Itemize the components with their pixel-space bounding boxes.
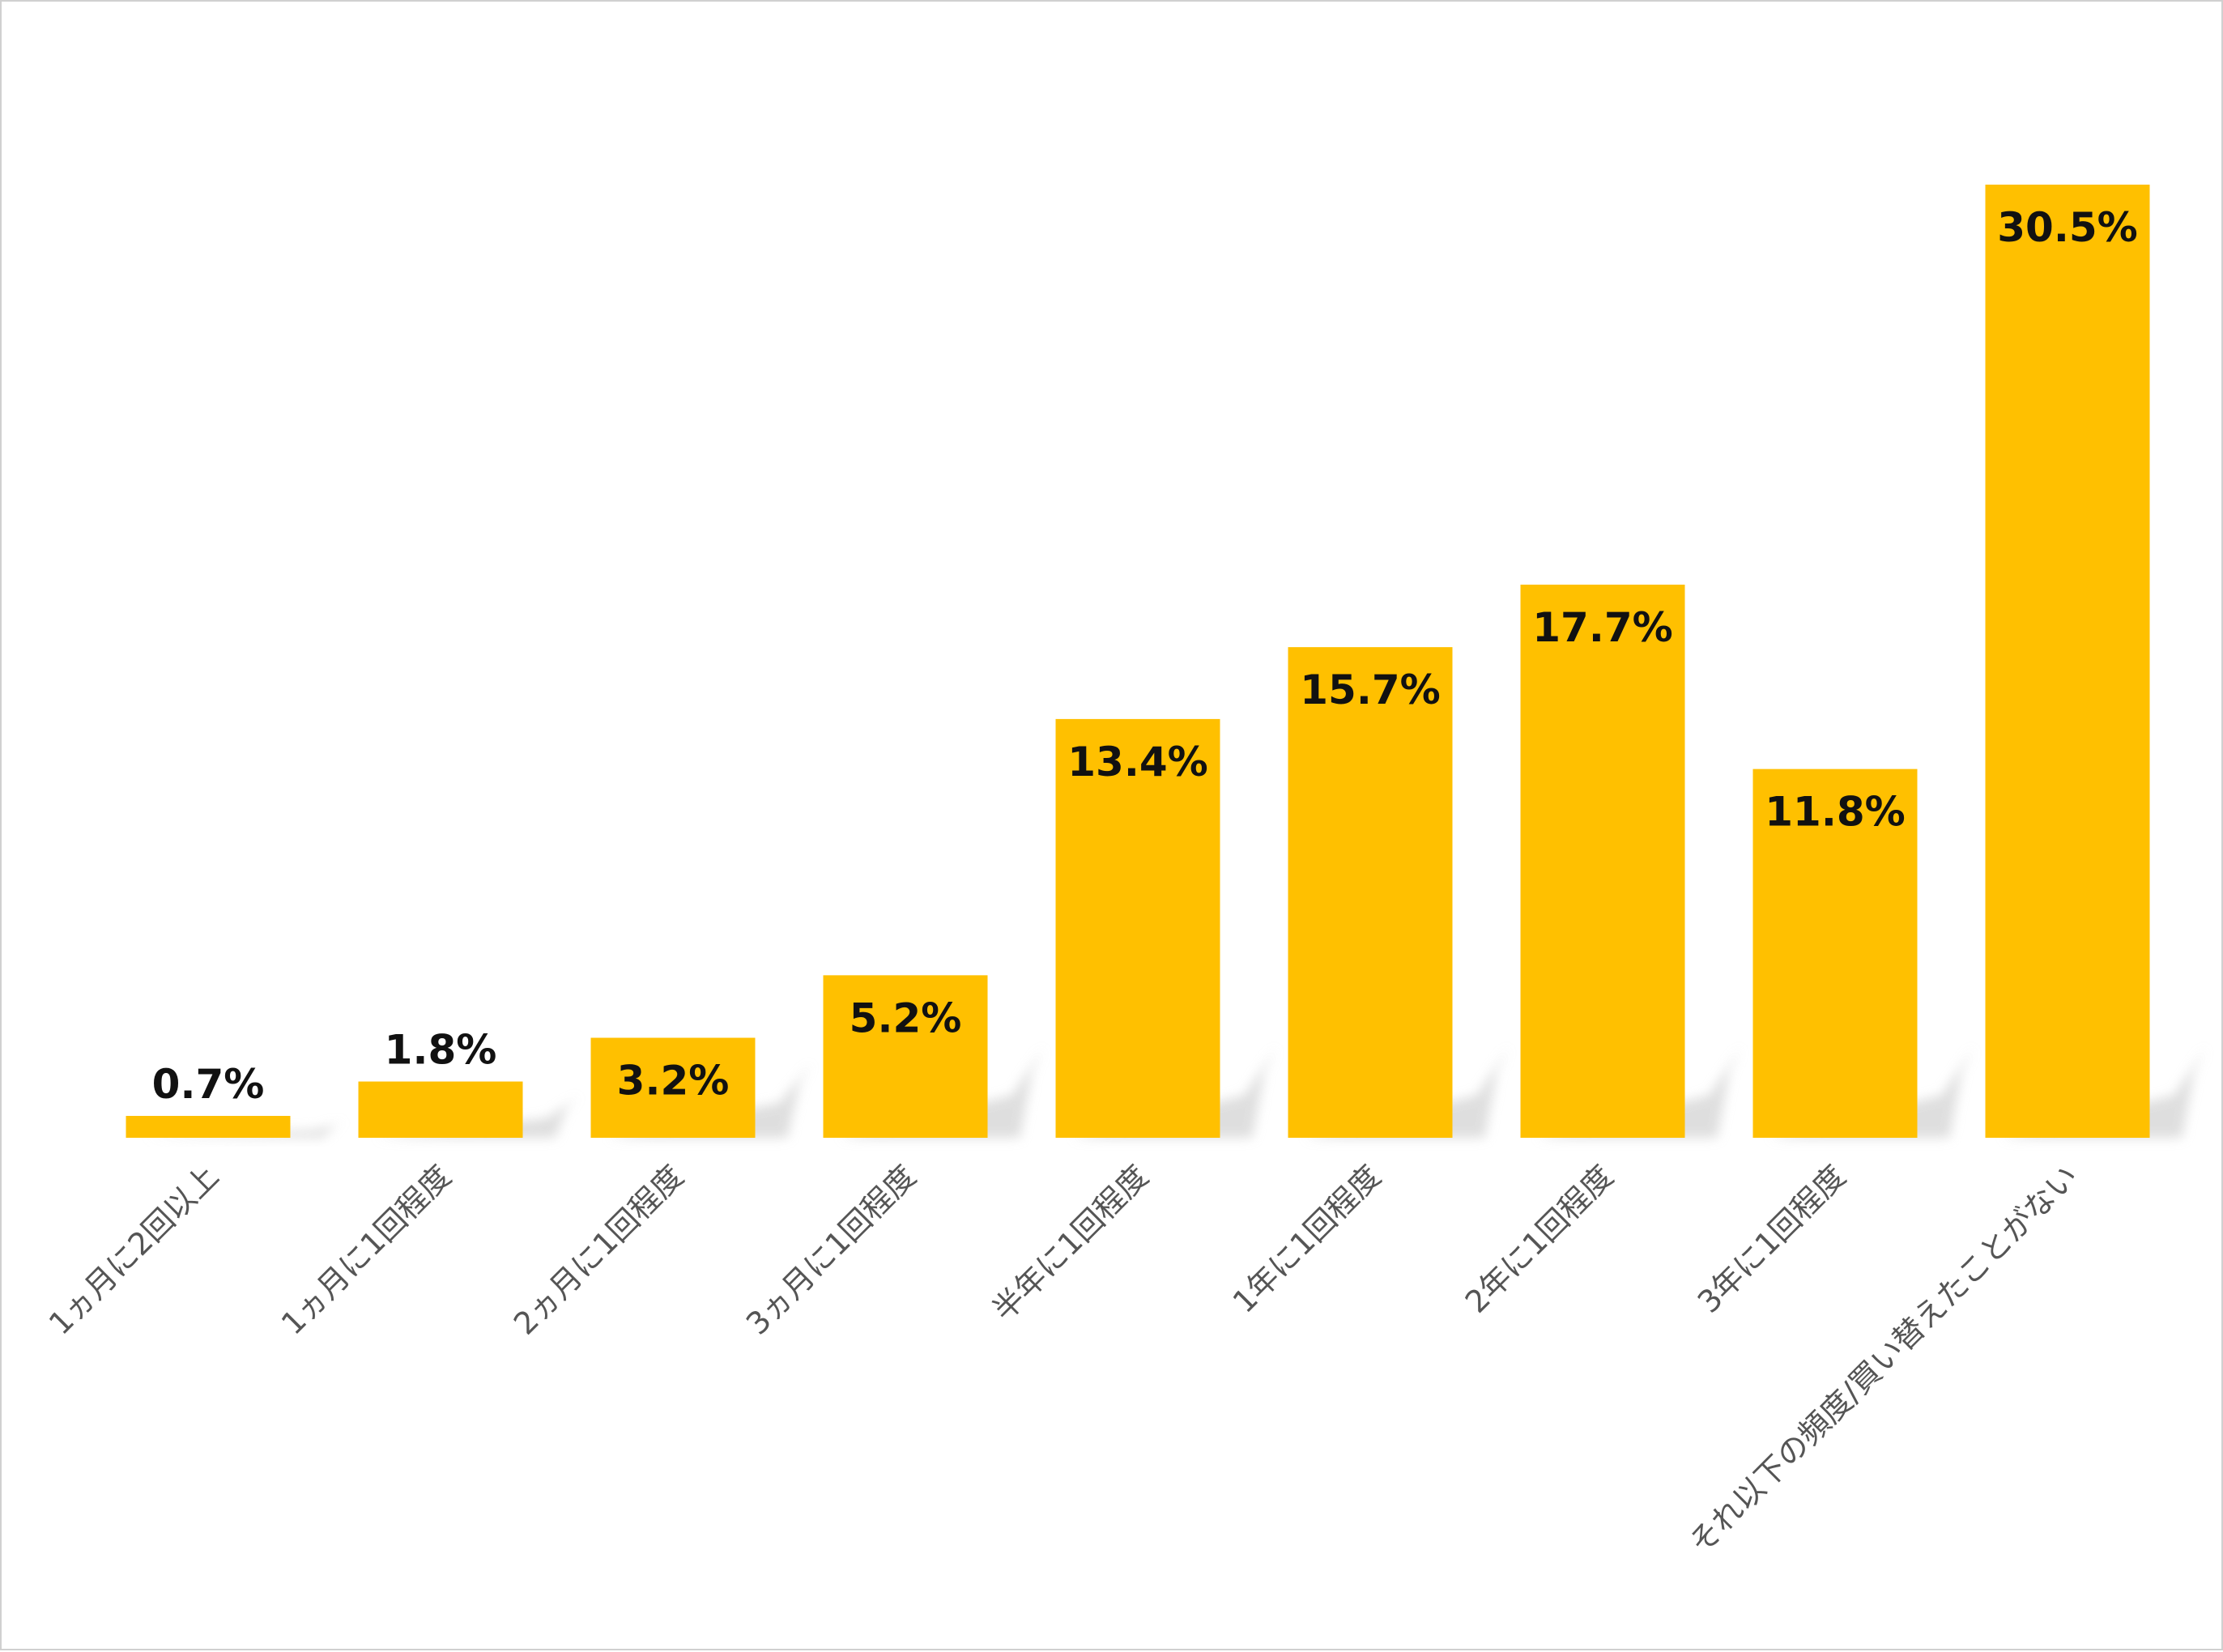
category-label: 1年に1回程度 xyxy=(1226,1158,1388,1320)
data-label: 30.5% xyxy=(1997,204,2137,251)
bar xyxy=(823,975,988,1138)
category-label: 1ヵ月に1回程度 xyxy=(275,1158,458,1342)
bars xyxy=(126,185,2150,1138)
bar xyxy=(1752,769,1918,1138)
bar xyxy=(1985,185,2150,1138)
bar-shadow xyxy=(2001,1046,2207,1138)
category-label: 半年に1回程度 xyxy=(986,1158,1155,1327)
bar-shadow xyxy=(1304,1046,1510,1138)
bar xyxy=(126,1115,291,1138)
bar-shadow xyxy=(1769,1046,1974,1138)
bar-shadow xyxy=(839,1046,1045,1138)
bar-shadow xyxy=(142,1121,347,1138)
category-label: 3ヵ月に1回程度 xyxy=(739,1158,923,1342)
data-label: 5.2% xyxy=(850,994,962,1041)
bar-shadow xyxy=(1071,1046,1277,1138)
data-label: 3.2% xyxy=(617,1058,730,1105)
category-label: 3年に1回程度 xyxy=(1691,1158,1853,1320)
bar-shadows xyxy=(142,1046,2207,1138)
category-label: 2年に1回程度 xyxy=(1459,1158,1620,1320)
data-label: 13.4% xyxy=(1067,739,1207,786)
bar xyxy=(358,1081,523,1138)
data-labels: 0.7% 1.8% 3.2% 5.2% 13.4% 15.7% 17.7% 11.8% 30.5… xyxy=(152,204,2138,1108)
data-label: 0.7% xyxy=(152,1061,265,1108)
bar xyxy=(1055,718,1220,1138)
data-label: 15.7% xyxy=(1300,666,1440,713)
bar xyxy=(590,1037,756,1138)
category-label: 1ヵ月に2回以上 xyxy=(42,1158,226,1342)
category-label: 2ヵ月に1回程度 xyxy=(507,1158,691,1342)
bar xyxy=(1520,584,1685,1138)
bar xyxy=(1288,647,1453,1138)
bar-shadow xyxy=(374,1095,580,1138)
bar-shadow xyxy=(1536,1046,1742,1138)
data-label: 17.7% xyxy=(1532,604,1672,651)
data-label: 11.8% xyxy=(1765,789,1905,836)
bar-shadow xyxy=(607,1062,812,1138)
category-labels: 1ヵ月に2回以上 1ヵ月に1回程度 2ヵ月に1回程度 3ヵ月に1回程度 半年に1回程度 1… xyxy=(42,1158,2085,1560)
data-label: 1.8% xyxy=(385,1027,497,1074)
category-label: それ以下の頻度/買い替えたことがない xyxy=(1682,1158,2085,1560)
